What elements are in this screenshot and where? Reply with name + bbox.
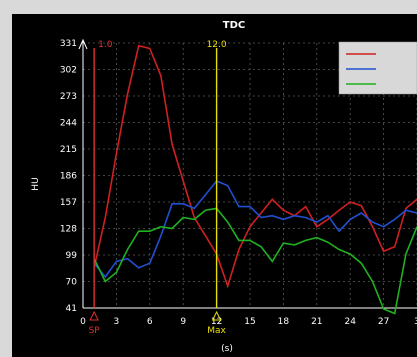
- legend-box: [338, 41, 417, 95]
- marker-lines: 1.0 SP 12.0 Max: [89, 40, 227, 336]
- chart-title: TDC: [223, 20, 245, 31]
- marker-bottom-label: Max: [207, 326, 226, 336]
- x-tick-label: 9: [180, 317, 186, 327]
- x-tick-labels: 0 3 6 9 12 15 18 21 24 27 3: [80, 317, 417, 327]
- y-tick-label: 273: [60, 92, 77, 102]
- marker-value-label: 12.0: [207, 40, 227, 50]
- y-axis-label: HU: [31, 177, 41, 190]
- y-tick-label: 99: [66, 251, 78, 261]
- y-tick-label: 302: [60, 66, 77, 76]
- marker-value-label: 1.0: [98, 40, 113, 50]
- marker-triangle-icon: [211, 310, 222, 321]
- y-tick-labels: 331 302 273 244 215 186 157 128 99 70 41: [60, 39, 77, 314]
- x-tick-label: 0: [80, 317, 86, 327]
- series-line-2: [93, 180, 417, 279]
- x-tick-label: 12: [211, 317, 222, 327]
- x-tick-label: 3: [114, 317, 120, 327]
- x-tick-label: 27: [378, 317, 389, 327]
- series-line-1: [93, 44, 417, 289]
- x-tick-label: 21: [311, 317, 322, 327]
- marker-triangle-icon: [89, 310, 99, 321]
- y-tick-label: 157: [60, 198, 77, 208]
- y-tick-label: 244: [60, 119, 77, 129]
- y-tick-label: 128: [60, 225, 77, 235]
- marker-bottom-label: SP: [89, 326, 101, 336]
- y-tick-label: 41: [66, 304, 77, 314]
- axes: [78, 38, 417, 309]
- legend: [338, 41, 417, 95]
- y-tick-label: 215: [60, 145, 77, 155]
- x-tick-label: 24: [344, 317, 356, 327]
- y-axis-arrow: [78, 38, 88, 50]
- x-tick-label: 18: [278, 317, 290, 327]
- y-tick-label: 70: [66, 278, 78, 288]
- x-tick-label: 6: [147, 317, 153, 327]
- x-tick-label: 3: [414, 317, 417, 327]
- y-tick-label: 331: [60, 39, 77, 49]
- series-group: [93, 44, 417, 315]
- y-tick-label: 186: [60, 172, 77, 182]
- series-line-3: [93, 207, 417, 315]
- x-axis-label: (s): [221, 344, 233, 354]
- x-tick-label: 15: [244, 317, 255, 327]
